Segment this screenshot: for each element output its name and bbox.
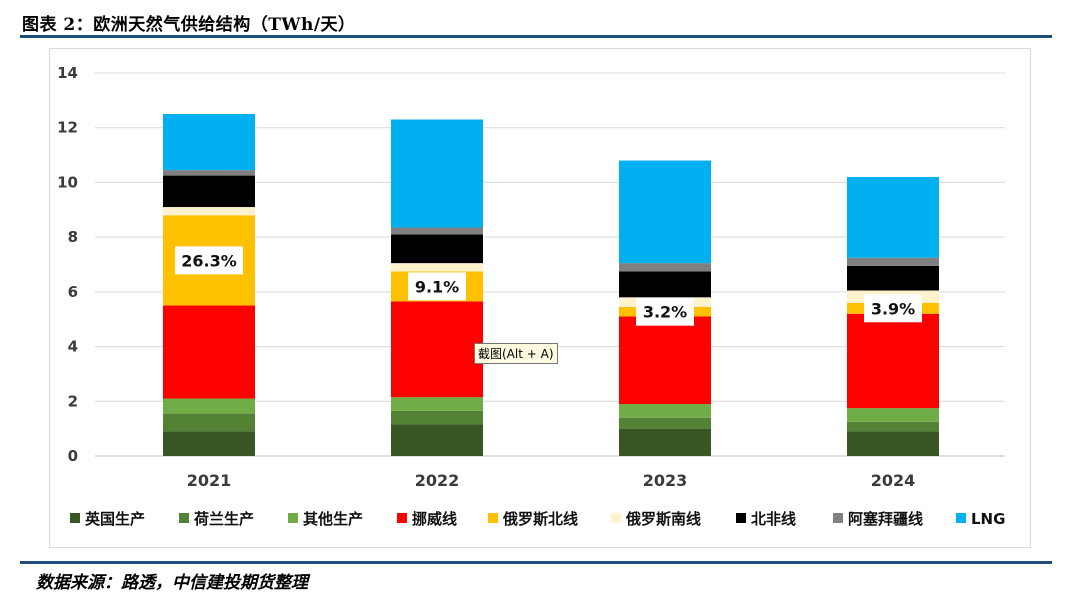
legend-swatch — [179, 513, 189, 523]
legend-label: 阿塞拜疆线 — [848, 510, 923, 528]
bars — [163, 114, 939, 456]
bar-segment — [163, 413, 255, 432]
legend-label: 北非线 — [751, 510, 796, 528]
bar-segment — [391, 397, 483, 411]
bar-segment — [391, 119, 483, 228]
bar-segment — [847, 176, 939, 258]
bar-segment — [163, 114, 255, 171]
y-tick-label: 2 — [68, 392, 78, 410]
legend-swatch — [70, 513, 80, 523]
share-annotation: 9.1% — [415, 277, 459, 296]
x-tick-label: 2021 — [187, 471, 232, 490]
y-tick-label: 8 — [68, 228, 78, 246]
share-annotation: 3.2% — [643, 303, 687, 322]
bar-segment — [847, 313, 939, 409]
top-divider — [20, 35, 1052, 38]
bar-segment — [391, 263, 483, 272]
share-annotation: 26.3% — [181, 251, 237, 270]
bar-segment — [163, 170, 255, 176]
source-note: 数据来源：路透，中信建投期货整理 — [36, 573, 308, 593]
bar-segment — [847, 408, 939, 422]
y-tick-label: 6 — [68, 283, 78, 301]
bottom-divider — [20, 561, 1052, 564]
screenshot-tooltip: 截图(Alt + A) — [474, 343, 558, 364]
legend-swatch — [397, 513, 407, 523]
legend-label: 挪威线 — [412, 510, 457, 528]
figure-title: 图表 2：欧洲天然气供给结构（TWh/天） — [22, 15, 356, 35]
y-tick-label: 0 — [68, 447, 78, 465]
legend-label: LNG — [971, 510, 1005, 528]
legend-swatch — [833, 513, 843, 523]
legend-swatch — [288, 513, 298, 523]
share-annotation-box — [864, 294, 922, 323]
bar-segment — [619, 428, 711, 456]
bar-segment — [391, 234, 483, 264]
x-tick-label: 2022 — [415, 471, 460, 490]
bar-segment — [391, 424, 483, 456]
legend: 英国生产 荷兰生产 其他生产 挪威线 俄罗斯北线 俄罗斯南线 北非线 阿塞拜疆线 LNG — [70, 510, 1005, 528]
bar-segment — [619, 316, 711, 405]
bar-segment — [163, 207, 255, 216]
legend-label: 其他生产 — [303, 510, 363, 528]
x-tick-label: 2024 — [871, 471, 916, 490]
y-tick-label: 14 — [57, 64, 78, 82]
bar-segment — [391, 301, 483, 398]
bar-segment — [619, 417, 711, 429]
share-annotations: 26.3% 9.1% 3.2% 3.9% — [175, 246, 922, 326]
y-axis-ticks: 0 2 4 6 8 10 12 14 — [57, 64, 78, 465]
bar-segment — [163, 305, 255, 399]
share-annotation: 3.9% — [871, 299, 915, 318]
share-annotation-box — [175, 246, 243, 275]
legend-label: 俄罗斯北线 — [502, 510, 578, 528]
bar-segment — [391, 410, 483, 425]
bar-segment — [847, 265, 939, 291]
bar-segment — [847, 257, 939, 266]
legend-label: 荷兰生产 — [194, 510, 254, 528]
share-annotation-box — [636, 297, 694, 326]
legend-swatch — [611, 513, 621, 523]
y-tick-label: 12 — [57, 119, 78, 137]
bar-segment — [847, 431, 939, 456]
legend-swatch — [736, 513, 746, 523]
legend-label: 俄罗斯南线 — [625, 510, 701, 528]
x-tick-label: 2023 — [643, 471, 688, 490]
bar-segment — [619, 263, 711, 272]
x-axis-ticks: 2021 2022 2023 2024 — [187, 471, 916, 490]
bar-segment — [391, 227, 483, 235]
bar-segment — [163, 175, 255, 208]
legend-swatch — [488, 513, 498, 523]
bar-segment — [619, 271, 711, 298]
y-tick-label: 4 — [68, 338, 78, 356]
bar-segment — [847, 421, 939, 432]
bar-segment — [163, 398, 255, 414]
bar-segment — [163, 431, 255, 456]
legend-label: 英国生产 — [85, 510, 145, 528]
bar-segment — [619, 160, 711, 264]
legend-swatch — [956, 513, 966, 523]
share-annotation-box — [408, 272, 466, 301]
bar-segment — [619, 404, 711, 418]
y-tick-label: 10 — [57, 173, 78, 191]
